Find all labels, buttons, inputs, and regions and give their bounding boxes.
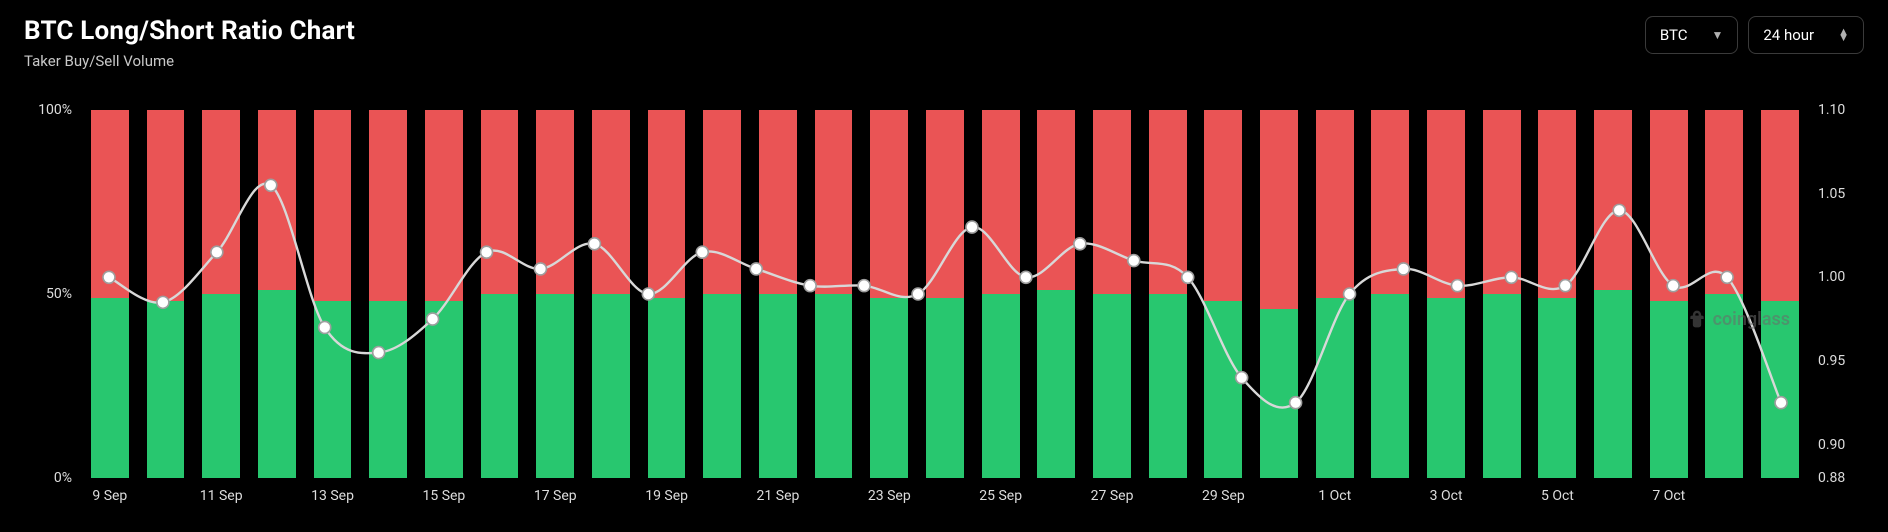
ratio-marker-dot xyxy=(591,241,597,247)
y-right-tick: 1.05 xyxy=(1818,186,1845,202)
x-tick: 17 Sep xyxy=(534,488,577,504)
ratio-marker-dot xyxy=(915,291,921,297)
ratio-marker-dot xyxy=(1023,274,1029,280)
ratio-marker-dot xyxy=(1454,282,1460,288)
symbol-select-label: BTC xyxy=(1660,26,1688,44)
ratio-marker-dot xyxy=(645,291,651,297)
plot-area: coinglass xyxy=(82,110,1808,478)
symbol-select[interactable]: BTC ▼ xyxy=(1645,16,1739,54)
y-axis-right: 0.880.900.951.001.051.10 xyxy=(1812,110,1864,478)
ratio-marker-dot xyxy=(969,224,975,230)
x-tick: 3 Oct xyxy=(1430,488,1463,504)
x-tick: 29 Sep xyxy=(1202,488,1245,504)
ratio-marker-dot xyxy=(1778,400,1784,406)
x-tick: 7 Oct xyxy=(1652,488,1685,504)
x-tick: 9 Sep xyxy=(92,488,127,504)
x-tick: 11 Sep xyxy=(200,488,243,504)
ratio-marker-dot xyxy=(1670,282,1676,288)
ratio-marker-dot xyxy=(1508,274,1514,280)
y-right-tick: 0.95 xyxy=(1818,353,1845,369)
ratio-marker-dot xyxy=(268,182,274,188)
ratio-marker-dot xyxy=(1346,291,1352,297)
line-layer xyxy=(82,110,1808,478)
ratio-marker-dot xyxy=(1616,207,1622,213)
ratio-marker-dot xyxy=(1131,257,1137,263)
chart-subtitle: Taker Buy/Sell Volume xyxy=(24,52,355,70)
y-left-tick: 0% xyxy=(54,470,72,486)
x-tick: 23 Sep xyxy=(868,488,911,504)
y-right-tick: 0.88 xyxy=(1818,470,1845,486)
x-tick: 25 Sep xyxy=(979,488,1022,504)
ratio-marker-dot xyxy=(160,299,166,305)
x-tick: 1 Oct xyxy=(1318,488,1351,504)
ratio-marker-dot xyxy=(106,274,112,280)
chevron-down-icon: ▼ xyxy=(1711,28,1723,42)
y-axis-left: 0%50%100% xyxy=(24,110,78,478)
x-tick: 27 Sep xyxy=(1091,488,1134,504)
y-right-tick: 1.10 xyxy=(1818,102,1845,118)
ratio-marker-dot xyxy=(1292,400,1298,406)
ratio-marker-dot xyxy=(1238,374,1244,380)
x-tick: 15 Sep xyxy=(422,488,465,504)
y-left-tick: 50% xyxy=(46,286,72,302)
ratio-marker-dot xyxy=(1077,241,1083,247)
x-tick: 19 Sep xyxy=(645,488,688,504)
ratio-marker-dot xyxy=(214,249,220,255)
ratio-marker-dot xyxy=(807,282,813,288)
ratio-marker-dot xyxy=(1724,274,1730,280)
x-tick: 5 Oct xyxy=(1541,488,1574,504)
ratio-marker-dot xyxy=(861,282,867,288)
ratio-marker-dot xyxy=(537,266,543,272)
x-tick: 13 Sep xyxy=(311,488,354,504)
ratio-marker-dot xyxy=(699,249,705,255)
ratio-marker-dot xyxy=(483,249,489,255)
ratio-marker-dot xyxy=(1185,274,1191,280)
ratio-marker-dot xyxy=(429,316,435,322)
sort-icon: ▲▼ xyxy=(1838,29,1849,41)
controls: BTC ▼ 24 hour ▲▼ xyxy=(1645,16,1864,54)
y-right-tick: 0.90 xyxy=(1818,437,1845,453)
timeframe-select-label: 24 hour xyxy=(1763,26,1814,44)
x-tick: 21 Sep xyxy=(757,488,800,504)
ratio-marker-dot xyxy=(322,324,328,330)
y-right-tick: 1.00 xyxy=(1818,269,1845,285)
ratio-marker-dot xyxy=(1400,266,1406,272)
ratio-marker-dot xyxy=(375,349,381,355)
y-left-tick: 100% xyxy=(38,102,72,118)
chart-title: BTC Long/Short Ratio Chart xyxy=(24,16,355,46)
ratio-line xyxy=(109,184,1781,408)
x-axis: 9 Sep 11 Sep 13 Sep 15 Sep 17 Sep 19 Sep 21 Se… xyxy=(82,482,1808,512)
ratio-marker-dot xyxy=(753,266,759,272)
chart: 0%50%100% 0.880.900.951.001.051.10 coing… xyxy=(24,102,1864,512)
timeframe-select[interactable]: 24 hour ▲▼ xyxy=(1748,16,1864,54)
ratio-marker-dot xyxy=(1562,282,1568,288)
